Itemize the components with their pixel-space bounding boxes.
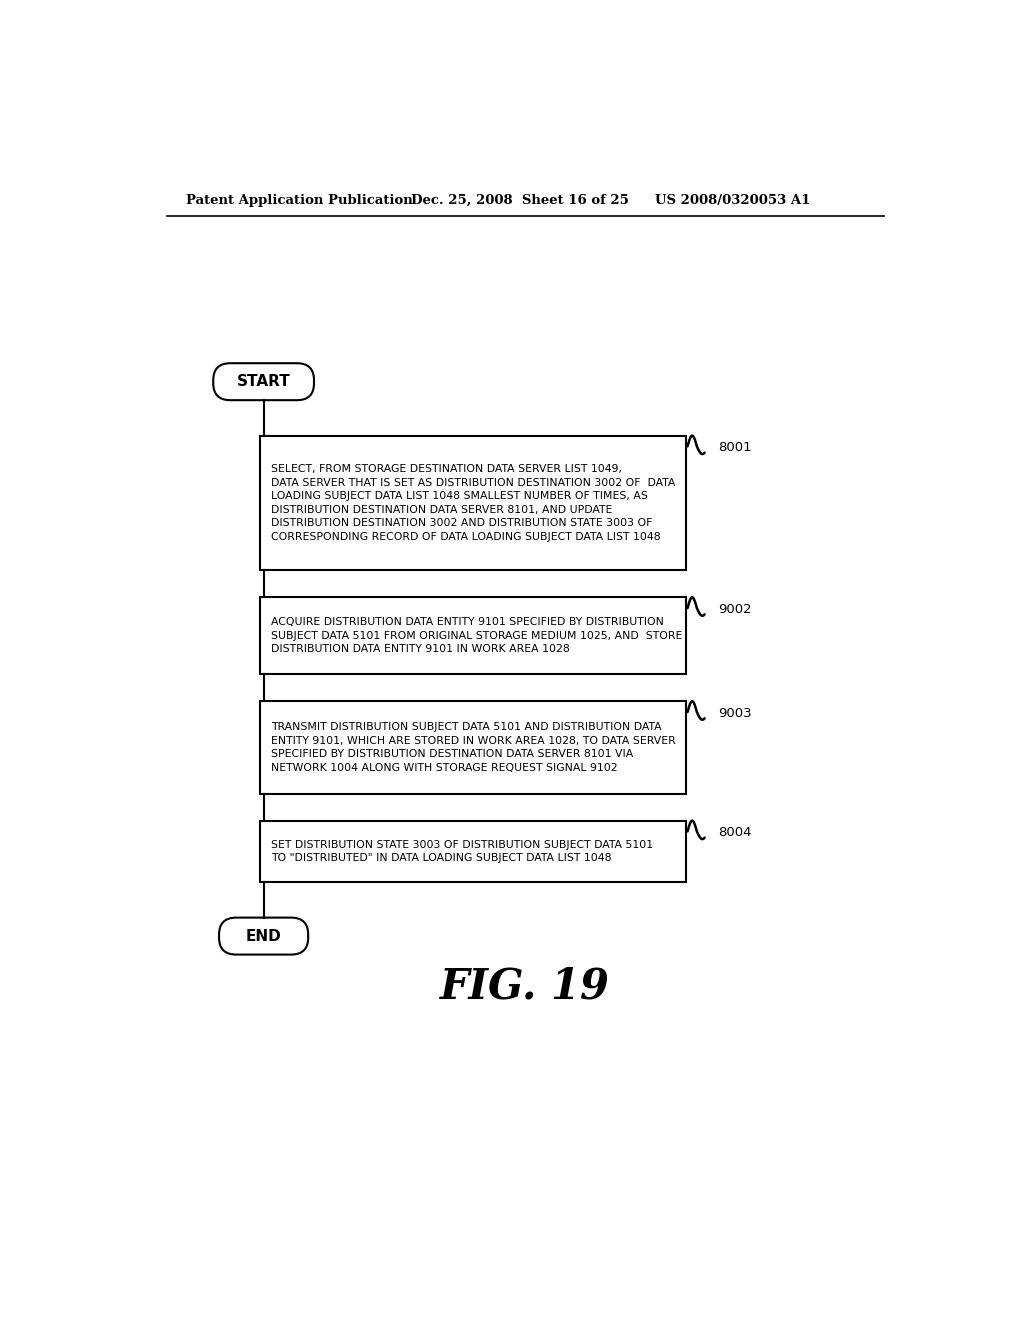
Text: SELECT, FROM STORAGE DESTINATION DATA SERVER LIST 1049,
DATA SERVER THAT IS SET : SELECT, FROM STORAGE DESTINATION DATA SE… — [270, 463, 675, 543]
Text: Patent Application Publication: Patent Application Publication — [186, 194, 413, 207]
Text: 8004: 8004 — [719, 826, 752, 840]
Text: FIG. 19: FIG. 19 — [439, 965, 610, 1007]
Text: ACQUIRE DISTRIBUTION DATA ENTITY 9101 SPECIFIED BY DISTRIBUTION
SUBJECT DATA 510: ACQUIRE DISTRIBUTION DATA ENTITY 9101 SP… — [270, 618, 682, 655]
FancyBboxPatch shape — [219, 917, 308, 954]
Text: START: START — [237, 374, 291, 389]
Text: US 2008/0320053 A1: US 2008/0320053 A1 — [655, 194, 810, 207]
Text: Dec. 25, 2008  Sheet 16 of 25: Dec. 25, 2008 Sheet 16 of 25 — [411, 194, 629, 207]
Text: 9002: 9002 — [719, 603, 753, 616]
Bar — [260, 597, 686, 675]
FancyBboxPatch shape — [213, 363, 314, 400]
Text: 9003: 9003 — [719, 708, 753, 721]
Bar — [260, 701, 686, 793]
Bar — [260, 436, 686, 570]
Text: END: END — [246, 928, 282, 944]
Text: SET DISTRIBUTION STATE 3003 OF DISTRIBUTION SUBJECT DATA 5101
TO "DISTRIBUTED" I: SET DISTRIBUTION STATE 3003 OF DISTRIBUT… — [270, 840, 652, 863]
Bar — [260, 821, 686, 882]
Text: TRANSMIT DISTRIBUTION SUBJECT DATA 5101 AND DISTRIBUTION DATA
ENTITY 9101, WHICH: TRANSMIT DISTRIBUTION SUBJECT DATA 5101 … — [270, 722, 676, 772]
Text: 8001: 8001 — [719, 441, 753, 454]
